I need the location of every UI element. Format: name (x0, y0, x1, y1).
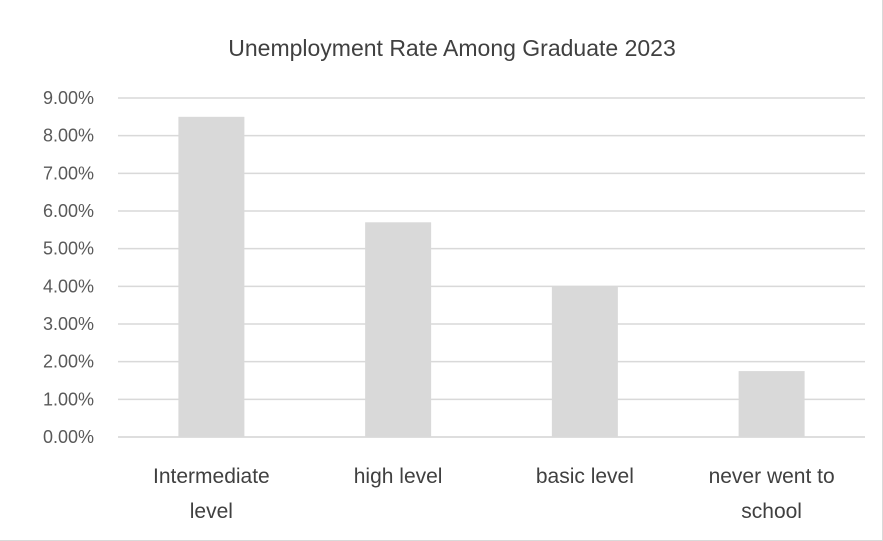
y-tick-label: 8.00% (43, 126, 94, 146)
y-axis-ticks: 0.00% 1.00% 2.00% 3.00% 4.00% 5.00% 6.00% 7.00%… (43, 88, 94, 447)
bar-2 (551, 286, 618, 437)
x-category-label: basic level (536, 465, 634, 488)
bar-0 (178, 116, 245, 437)
x-category-label-line: Intermediate (153, 465, 270, 488)
x-category-label-line: high level (354, 465, 443, 488)
y-tick-label: 7.00% (43, 163, 94, 183)
x-axis-labels: Intermediate level high level basic level ne… (153, 465, 835, 523)
bars (178, 116, 805, 437)
y-tick-label: 0.00% (43, 427, 94, 447)
chart-title: Unemployment Rate Among Graduate 2023 (228, 35, 676, 61)
y-tick-label: 3.00% (43, 314, 94, 334)
y-tick-label: 1.00% (43, 389, 94, 409)
y-tick-label: 6.00% (43, 201, 94, 221)
x-category-label: Intermediate level (153, 465, 270, 523)
y-tick-label: 5.00% (43, 239, 94, 259)
x-category-label-line: level (190, 500, 233, 523)
bar-1 (365, 222, 432, 437)
x-category-label-line: never went to (709, 465, 835, 488)
x-category-label: never went to school (709, 465, 835, 523)
y-tick-label: 4.00% (43, 276, 94, 296)
bar-3 (738, 371, 805, 437)
x-category-label-line: school (741, 500, 802, 523)
y-tick-label: 9.00% (43, 88, 94, 108)
x-category-label-line: basic level (536, 465, 634, 488)
y-tick-label: 2.00% (43, 352, 94, 372)
x-category-label: high level (354, 465, 443, 488)
